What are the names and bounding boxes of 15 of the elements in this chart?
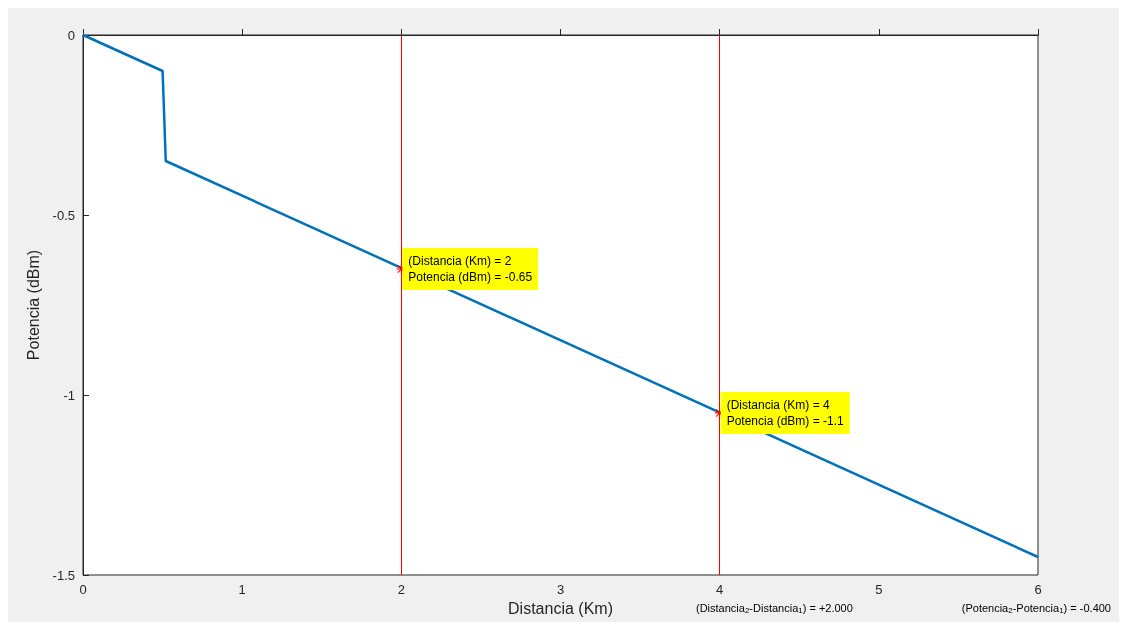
x-tick-label: 4 <box>716 582 724 597</box>
x-tick-label: 2 <box>397 582 405 597</box>
x-axis-title: Distancia (Km) <box>508 600 613 618</box>
y-tick-label: -0.5 <box>52 207 75 223</box>
y-axis-title: Potencia (dBm) <box>24 249 42 361</box>
y-tick-label: -1.5 <box>52 567 75 583</box>
y-tick-label: 0 <box>67 27 75 43</box>
annotation: (Distancia (Km) = 2 Potencia (dBm) = -0.65 <box>408 254 533 284</box>
x-tick-label: 5 <box>875 582 883 597</box>
x-tick-label: 6 <box>1034 582 1042 597</box>
annotation: (Distancia (Km) = 4 Potencia (dBm) = -1.1 <box>726 398 845 428</box>
y-tick-label: -1 <box>63 387 75 403</box>
x-tick-label: 1 <box>238 582 246 597</box>
x-tick-label: 3 <box>556 582 565 597</box>
x-tick-label: 0 <box>79 582 87 597</box>
